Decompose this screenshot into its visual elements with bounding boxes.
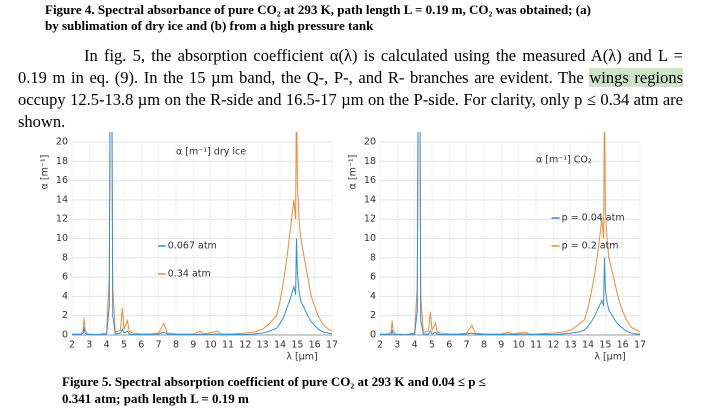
x-tick-label: 13: [257, 340, 269, 351]
x-tick-label: 14: [582, 340, 594, 351]
x-tick-label: 12: [547, 340, 559, 351]
legend-label: p = 0.04 atm: [562, 213, 625, 224]
x-tick-label: 15: [599, 340, 611, 351]
plot: [380, 132, 640, 335]
y-tick-label: 0: [370, 330, 376, 341]
x-tick-label: 5: [121, 340, 127, 351]
x-tick-label: 3: [86, 340, 92, 351]
y-tick-label: 6: [370, 272, 376, 283]
legend-label: 0.34 atm: [168, 269, 211, 280]
x-tick-label: 2: [69, 340, 75, 351]
x-tick-label: 9: [498, 340, 504, 351]
x-tick-label: 10: [513, 340, 525, 351]
x-tick-label: 16: [617, 340, 629, 351]
y-tick-label: 8: [62, 252, 68, 263]
y-tick-label: 18: [364, 156, 376, 167]
highlight: wings regions: [589, 68, 683, 87]
x-tick-label: 10: [205, 340, 217, 351]
x-tick-label: 8: [173, 340, 179, 351]
plot: [72, 132, 332, 335]
x-tick-label: 8: [481, 340, 487, 351]
y-tick-label: 2: [370, 310, 376, 321]
y-tick-label: 16: [56, 175, 68, 186]
y-tick-label: 6: [62, 272, 68, 283]
y-tick-label: 4: [370, 291, 376, 302]
y-axis-label: α [m⁻¹]: [348, 155, 359, 190]
x-tick-label: 14: [274, 340, 286, 351]
y-tick-label: 20: [364, 137, 376, 148]
annotation: α [m⁻¹] dry ice: [176, 147, 246, 158]
series-line: [72, 132, 332, 335]
y-tick-label: 20: [56, 137, 68, 148]
y-tick-label: 10: [56, 233, 68, 244]
x-tick-label: 9: [190, 340, 196, 351]
x-tick-label: 7: [156, 340, 162, 351]
paragraph: In fig. 5, the absorption coefficient α(…: [18, 45, 683, 133]
x-tick-label: 7: [464, 340, 470, 351]
series-line: [380, 132, 640, 335]
text: occupy 12.5-13.8 µm on the R-side and 16…: [18, 90, 683, 131]
legend-label: 0.067 atm: [168, 241, 217, 252]
x-tick-label: 4: [412, 340, 418, 351]
series-line: [380, 132, 640, 335]
y-tick-label: 0: [62, 330, 68, 341]
x-tick-label: 12: [239, 340, 251, 351]
x-axis-label: λ [µm]: [594, 352, 625, 363]
y-tick-label: 2: [62, 310, 68, 321]
annotation: α [m⁻¹] CO₂: [536, 155, 592, 166]
y-tick-label: 8: [370, 252, 376, 263]
x-tick-label: 2: [377, 340, 383, 351]
x-tick-label: 4: [104, 340, 110, 351]
text: In fig. 5, the absorption coefficient α(…: [18, 46, 683, 87]
y-tick-label: 12: [56, 214, 68, 225]
y-tick-label: 10: [364, 233, 376, 244]
y-axis-label: α [m⁻¹]: [40, 155, 51, 190]
x-tick-label: 3: [394, 340, 400, 351]
x-tick-label: 11: [530, 340, 542, 351]
x-tick-label: 6: [446, 340, 452, 351]
y-tick-label: 18: [56, 156, 68, 167]
figure-caption: Figure 5. Spectral absorption coefficien…: [62, 374, 486, 406]
y-tick-label: 12: [364, 214, 376, 225]
x-tick-label: 16: [309, 340, 321, 351]
y-tick-label: 14: [364, 194, 376, 205]
y-tick-label: 4: [62, 291, 68, 302]
y-tick-label: 16: [364, 175, 376, 186]
figure-caption: Figure 4. Spectral absorbance of pure CO…: [45, 2, 591, 33]
x-tick-label: 5: [429, 340, 435, 351]
x-tick-label: 11: [222, 340, 234, 351]
x-tick-label: 15: [291, 340, 303, 351]
x-axis-label: λ [µm]: [286, 352, 317, 363]
x-tick-label: 6: [138, 340, 144, 351]
legend-label: p = 0.2 atm: [562, 241, 619, 252]
x-tick-label: 13: [565, 340, 577, 351]
x-tick-label: 17: [326, 340, 338, 351]
y-tick-label: 14: [56, 194, 68, 205]
series-line: [72, 132, 332, 335]
x-tick-label: 17: [634, 340, 646, 351]
